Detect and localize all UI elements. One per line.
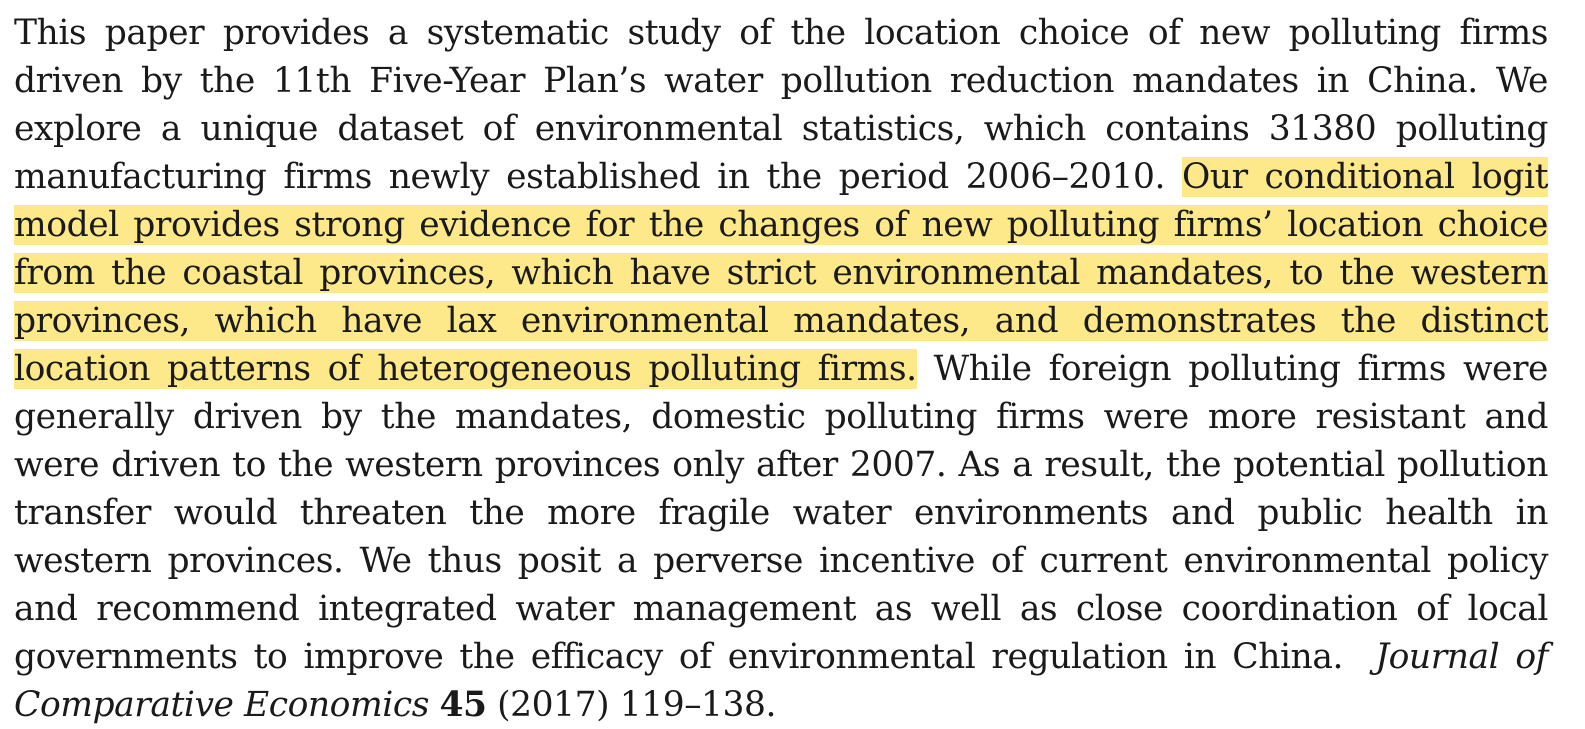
abstract-text-after-highlight: While foreign polluting firms were gener… (14, 349, 1548, 677)
abstract-text-before-highlight: This paper provides a systematic study o… (14, 13, 1548, 197)
abstract-paragraph: This paper provides a systematic study o… (14, 9, 1548, 729)
journal-volume: 45 (439, 685, 488, 725)
journal-year-pages: (2017) 119–138. (497, 685, 777, 725)
